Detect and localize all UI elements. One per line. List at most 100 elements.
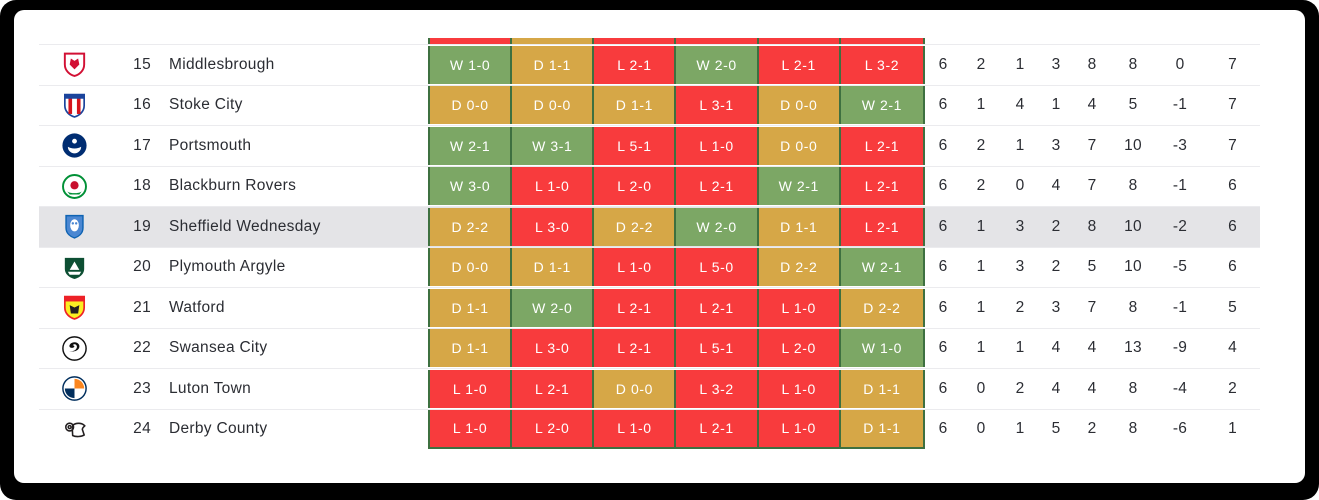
stat-won: 2 (976, 55, 986, 73)
form-result-cell[interactable]: L 2-0 (758, 329, 841, 368)
form-result-cell[interactable]: W 1-0 (840, 329, 923, 368)
form-result-cell[interactable]: D 1-1 (430, 329, 513, 368)
form-result-cell[interactable]: L 3-2 (676, 369, 759, 408)
form-result-cell[interactable]: L 2-1 (594, 288, 677, 327)
form-result-cell[interactable]: L 2-1 (512, 369, 595, 408)
table-row-portsmouth[interactable]: 17 Portsmouth W 2-1 W 3-1 L 5-1 L 1-0 D 0-0 L… (39, 125, 1260, 166)
form-result-cell[interactable]: L 5-0 (676, 248, 759, 287)
form-result-cell[interactable]: W 2-0 (512, 288, 595, 327)
form-result-cell[interactable]: L 2-1 (840, 126, 923, 165)
form-result-cell[interactable]: L 1-0 (594, 248, 677, 287)
form-result-cell[interactable]: L 2-1 (676, 167, 759, 206)
form-result-cell-partial (676, 38, 759, 44)
form-result-cell[interactable]: L 1-0 (512, 167, 595, 206)
form-result-cell[interactable]: L 2-0 (512, 409, 595, 447)
form-result-cell[interactable]: L 2-1 (840, 167, 923, 206)
form-result-cell[interactable]: D 1-1 (430, 288, 513, 327)
form-result-cell[interactable]: W 3-0 (430, 167, 513, 206)
form-result-cell[interactable]: W 1-0 (430, 45, 513, 84)
form-result-cell[interactable]: L 1-0 (430, 369, 513, 408)
form-result-cell[interactable]: W 2-1 (758, 167, 841, 206)
form-result-cell[interactable]: L 5-1 (594, 126, 677, 165)
form-result-cell[interactable]: L 1-0 (758, 409, 841, 447)
stat-played: 6 (938, 177, 948, 195)
team-stats: 6 2 0 4 7 8 -1 6 (925, 167, 1260, 207)
form-result-cell[interactable]: D 1-1 (758, 207, 841, 246)
form-result-cell[interactable]: D 0-0 (758, 126, 841, 165)
stat-lost: 3 (1051, 136, 1061, 154)
stat-goals-against: 5 (1128, 96, 1138, 114)
team-stats: 6 0 2 4 4 8 -4 2 (925, 369, 1260, 409)
form-result-cell[interactable]: W 2-1 (840, 86, 923, 125)
table-row-middlesbrough[interactable]: 15 Middlesbrough W 1-0 D 1-1 L 2-1 W 2-0 L 2… (39, 44, 1260, 85)
form-result-cell[interactable]: D 1-1 (840, 409, 923, 447)
table-row-sheffield-wednesday[interactable]: 19 Sheffield Wednesday D 2-2 L 3-0 D 2-2 W … (39, 206, 1260, 247)
form-results: W 1-0 D 1-1 L 2-1 W 2-0 L 2-1 L 3-2 (428, 45, 925, 84)
team-stats: 6 1 3 2 5 10 -5 6 (925, 248, 1260, 288)
team-position: 23 (133, 379, 151, 397)
form-result-cell[interactable]: L 2-1 (594, 45, 677, 84)
table-row-blackburn-rovers[interactable]: 18 Blackburn Rovers W 3-0 L 1-0 L 2-0 L 2-1… (39, 165, 1260, 207)
form-result-cell[interactable]: L 2-0 (594, 167, 677, 206)
form-result-cell[interactable]: D 0-0 (594, 369, 677, 408)
form-result-cell[interactable]: L 3-0 (512, 329, 595, 368)
stat-goal-difference: 0 (1175, 55, 1185, 73)
form-result-cell[interactable]: L 3-0 (512, 207, 595, 246)
form-result-cell[interactable]: D 2-2 (840, 288, 923, 327)
form-result-cell[interactable]: W 2-0 (676, 207, 759, 246)
team-position: 21 (133, 298, 151, 316)
form-result-cell[interactable]: W 3-1 (512, 126, 595, 165)
stat-played: 6 (938, 55, 948, 73)
table-row-stoke-city[interactable]: 16 Stoke City D 0-0 D 0-0 D 1-1 L 3-1 D 0-0 W… (39, 84, 1260, 126)
form-result-cell[interactable]: L 1-0 (430, 409, 513, 447)
stat-points: 7 (1228, 136, 1237, 154)
form-result-cell[interactable]: D 0-0 (430, 248, 513, 287)
form-result-cell[interactable]: W 2-1 (840, 248, 923, 287)
form-result-cell[interactable]: D 1-1 (512, 45, 595, 84)
stat-drawn: 1 (1015, 420, 1025, 438)
form-result-cell[interactable]: L 1-0 (594, 409, 677, 447)
form-result-cell-partial (594, 38, 677, 44)
form-result-cell[interactable]: D 0-0 (430, 86, 513, 125)
form-result-cell[interactable]: L 2-1 (758, 45, 841, 84)
table-row-swansea-city[interactable]: 22 Swansea City D 1-1 L 3-0 L 2-1 L 5-1 L 2-… (39, 327, 1260, 368)
form-result-cell[interactable]: L 1-0 (758, 369, 841, 408)
stat-goals-for: 5 (1087, 258, 1097, 276)
form-result-cell[interactable]: L 2-1 (594, 329, 677, 368)
form-result-cell[interactable]: D 1-1 (840, 369, 923, 408)
table-row-luton-town[interactable]: 23 Luton Town L 1-0 L 2-1 D 0-0 L 3-2 L 1-0 D… (39, 368, 1260, 409)
form-result-cell[interactable]: L 3-2 (840, 45, 923, 84)
form-result-cell[interactable]: D 2-2 (594, 207, 677, 246)
stat-played: 6 (938, 298, 948, 316)
stat-goals-for: 4 (1087, 339, 1097, 357)
form-results: D 1-1 W 2-0 L 2-1 L 2-1 L 1-0 D 2-2 (428, 288, 925, 327)
form-result-cell[interactable]: W 2-0 (676, 45, 759, 84)
form-result-cell[interactable]: L 1-0 (676, 126, 759, 165)
form-result-cell[interactable]: D 0-0 (512, 86, 595, 125)
team-position: 15 (133, 55, 151, 73)
league-table: 15 Middlesbrough W 1-0 D 1-1 L 2-1 W 2-0 L 2… (39, 44, 1260, 449)
form-result-cell[interactable]: L 1-0 (758, 288, 841, 327)
form-result-cell[interactable]: D 1-1 (512, 248, 595, 287)
stat-won: 1 (976, 96, 986, 114)
stat-played: 6 (938, 136, 948, 154)
table-row-derby-county[interactable]: 24 Derby County L 1-0 L 2-0 L 1-0 L 2-1 L 1-… (39, 408, 1260, 449)
form-result-cell[interactable]: L 5-1 (676, 329, 759, 368)
team-stats: 6 1 4 1 4 5 -1 7 (925, 86, 1260, 126)
form-result-cell[interactable]: D 2-2 (430, 207, 513, 246)
form-result-cell[interactable]: W 2-1 (430, 126, 513, 165)
form-result-cell[interactable]: D 2-2 (758, 248, 841, 287)
form-result-cell[interactable]: L 3-1 (676, 86, 759, 125)
stat-played: 6 (938, 96, 948, 114)
stat-lost: 2 (1051, 258, 1061, 276)
table-row-plymouth-argyle[interactable]: 20 Plymouth Argyle D 0-0 D 1-1 L 1-0 L 5-0 D… (39, 246, 1260, 288)
form-result-cell[interactable]: L 2-1 (676, 288, 759, 327)
form-result-cell[interactable]: D 1-1 (594, 86, 677, 125)
form-result-cell[interactable]: L 2-1 (840, 207, 923, 246)
table-row-watford[interactable]: 21 Watford D 1-1 W 2-0 L 2-1 L 2-1 L 1-0 D 2-… (39, 287, 1260, 328)
form-result-cell[interactable]: L 2-1 (676, 409, 759, 447)
stat-goal-difference: -1 (1172, 177, 1188, 195)
form-result-cell-partial (758, 38, 841, 44)
stat-drawn: 1 (1015, 136, 1025, 154)
form-result-cell[interactable]: D 0-0 (758, 86, 841, 125)
